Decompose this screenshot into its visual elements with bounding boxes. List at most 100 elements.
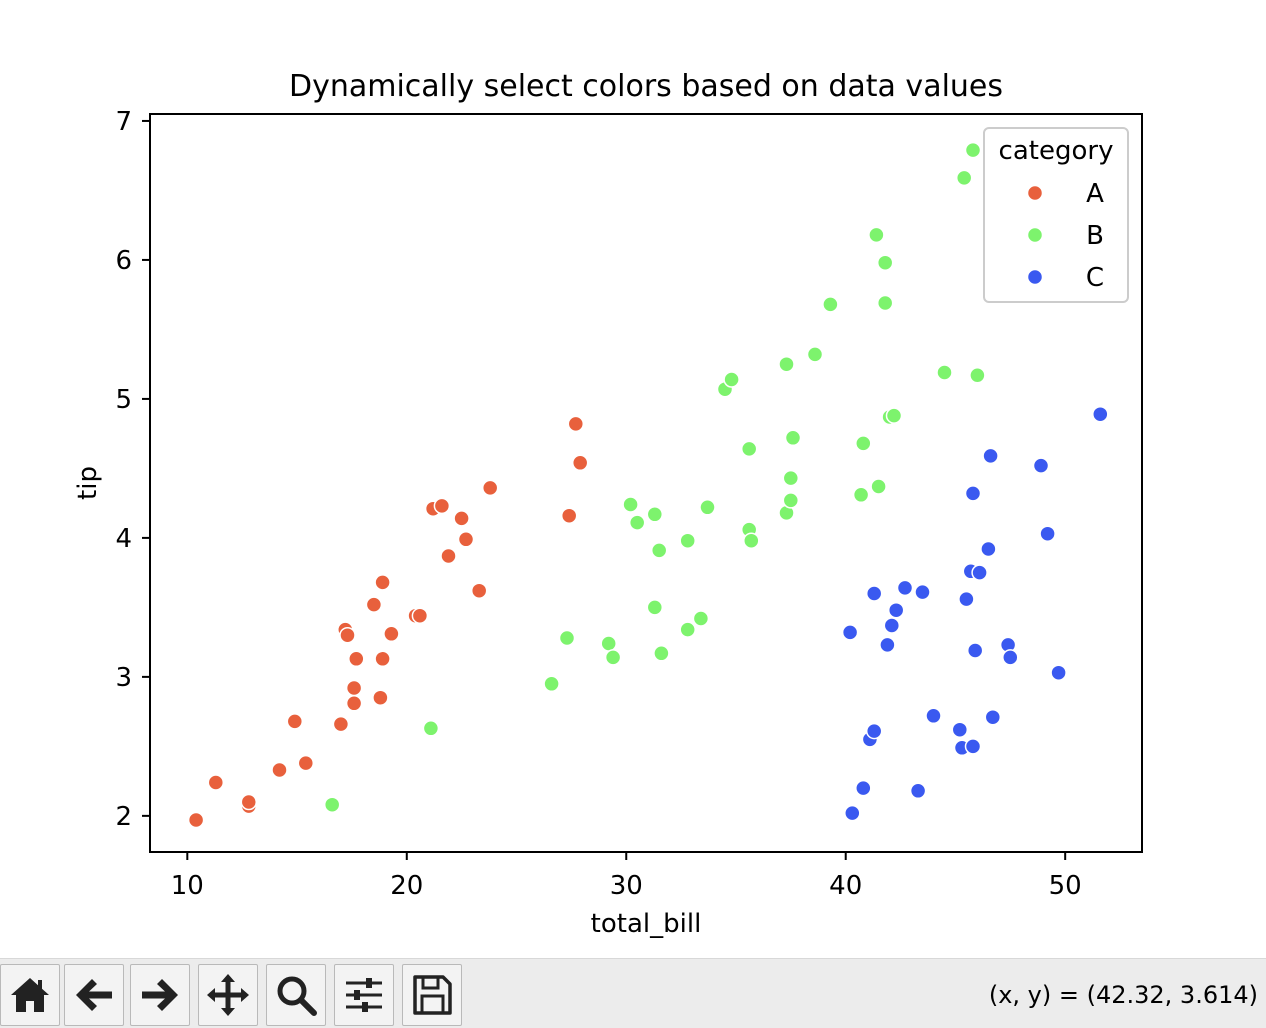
floppy-disk-icon bbox=[413, 975, 452, 1015]
data-point bbox=[936, 364, 953, 381]
data-point bbox=[1002, 649, 1019, 666]
data-point bbox=[885, 407, 903, 424]
data-point bbox=[914, 583, 931, 601]
data-point bbox=[240, 793, 258, 811]
data-point bbox=[374, 650, 391, 668]
move-icon bbox=[207, 974, 249, 1016]
y-tick-label: 2 bbox=[115, 802, 132, 832]
data-point bbox=[433, 497, 451, 515]
data-point bbox=[679, 621, 696, 638]
data-point bbox=[365, 596, 383, 613]
x-axis-label: total_bill bbox=[591, 909, 702, 939]
data-point bbox=[345, 679, 363, 697]
x-tick-label: 20 bbox=[390, 871, 423, 901]
data-point bbox=[971, 564, 988, 581]
data-point bbox=[844, 804, 861, 822]
y-tick-label: 4 bbox=[115, 524, 132, 554]
data-point bbox=[784, 429, 802, 447]
data-point bbox=[383, 625, 400, 643]
home-icon bbox=[11, 978, 49, 1012]
configure-subplots-button[interactable] bbox=[334, 964, 394, 1026]
x-tick-label: 30 bbox=[610, 871, 643, 901]
legend: category ABC bbox=[983, 127, 1129, 303]
data-point bbox=[909, 782, 927, 800]
pan-button[interactable] bbox=[198, 964, 258, 1026]
navigation-toolbar: (x, y) = (42.32, 3.614) bbox=[0, 958, 1266, 1028]
data-point bbox=[286, 713, 304, 730]
forward-button[interactable] bbox=[130, 964, 190, 1026]
zoom-button[interactable] bbox=[266, 964, 326, 1026]
legend-label: A bbox=[1086, 179, 1104, 209]
magnifier-icon bbox=[277, 976, 317, 1016]
data-point bbox=[982, 447, 999, 465]
scatter-points bbox=[187, 141, 1109, 829]
data-point bbox=[543, 675, 560, 693]
save-button[interactable] bbox=[402, 964, 462, 1026]
y-tick-label: 7 bbox=[115, 107, 132, 137]
data-point bbox=[1092, 405, 1109, 423]
legend-marker bbox=[1026, 226, 1044, 244]
data-point bbox=[600, 635, 617, 652]
data-point bbox=[440, 547, 457, 565]
data-point bbox=[822, 296, 839, 313]
data-point bbox=[297, 754, 315, 772]
data-point bbox=[806, 346, 824, 363]
y-tick-label: 5 bbox=[115, 385, 132, 415]
data-point bbox=[865, 722, 883, 740]
back-button[interactable] bbox=[64, 964, 124, 1026]
data-point bbox=[470, 582, 488, 599]
data-point bbox=[457, 531, 475, 548]
data-point bbox=[879, 636, 896, 654]
data-point bbox=[411, 607, 429, 624]
data-point bbox=[865, 585, 883, 602]
data-point bbox=[628, 514, 646, 531]
data-point bbox=[868, 226, 885, 244]
legend-marker bbox=[1026, 184, 1044, 202]
legend-frame bbox=[983, 127, 1129, 303]
home-button[interactable] bbox=[0, 964, 60, 1026]
data-point bbox=[782, 492, 800, 509]
data-point bbox=[964, 485, 982, 502]
legend-entries: ABC bbox=[1026, 179, 1104, 293]
data-point bbox=[560, 507, 578, 524]
plot-area-frame bbox=[149, 113, 1143, 853]
x-axis-ticks: 10 20 30 40 50 bbox=[171, 852, 1082, 901]
y-tick-label: 6 bbox=[115, 246, 132, 276]
data-point bbox=[604, 649, 622, 666]
data-point bbox=[958, 590, 975, 608]
x-tick-label: 10 bbox=[171, 871, 204, 901]
data-point bbox=[187, 811, 205, 829]
data-point bbox=[723, 371, 740, 388]
data-point bbox=[852, 486, 870, 504]
data-point bbox=[348, 650, 365, 668]
figure-canvas: Dynamically select colors based on data … bbox=[73, 69, 1143, 939]
y-axis-ticks: 2 3 4 5 6 7 bbox=[115, 107, 150, 832]
data-point bbox=[969, 367, 986, 384]
legend-label: B bbox=[1086, 221, 1104, 251]
data-point bbox=[646, 599, 664, 616]
data-point bbox=[692, 610, 710, 627]
data-point bbox=[345, 695, 363, 712]
data-point bbox=[896, 579, 914, 597]
data-point bbox=[743, 532, 760, 549]
legend-marker bbox=[1026, 268, 1044, 286]
data-point bbox=[964, 141, 982, 159]
data-point bbox=[1032, 457, 1050, 474]
series-C bbox=[841, 405, 1109, 822]
data-point bbox=[1050, 664, 1067, 681]
sliders-icon bbox=[346, 978, 382, 1012]
data-point bbox=[876, 254, 894, 271]
data-point bbox=[646, 506, 664, 523]
series-A bbox=[187, 415, 589, 829]
y-axis-label: tip bbox=[73, 466, 103, 500]
series-B bbox=[323, 141, 986, 813]
data-point bbox=[782, 469, 800, 487]
data-point bbox=[374, 574, 391, 591]
data-point bbox=[841, 624, 859, 641]
data-point bbox=[271, 761, 288, 779]
data-point bbox=[964, 738, 982, 755]
data-point bbox=[372, 689, 389, 706]
legend-title: category bbox=[999, 136, 1114, 166]
arrow-left-icon bbox=[76, 979, 112, 1011]
data-point bbox=[980, 540, 997, 558]
